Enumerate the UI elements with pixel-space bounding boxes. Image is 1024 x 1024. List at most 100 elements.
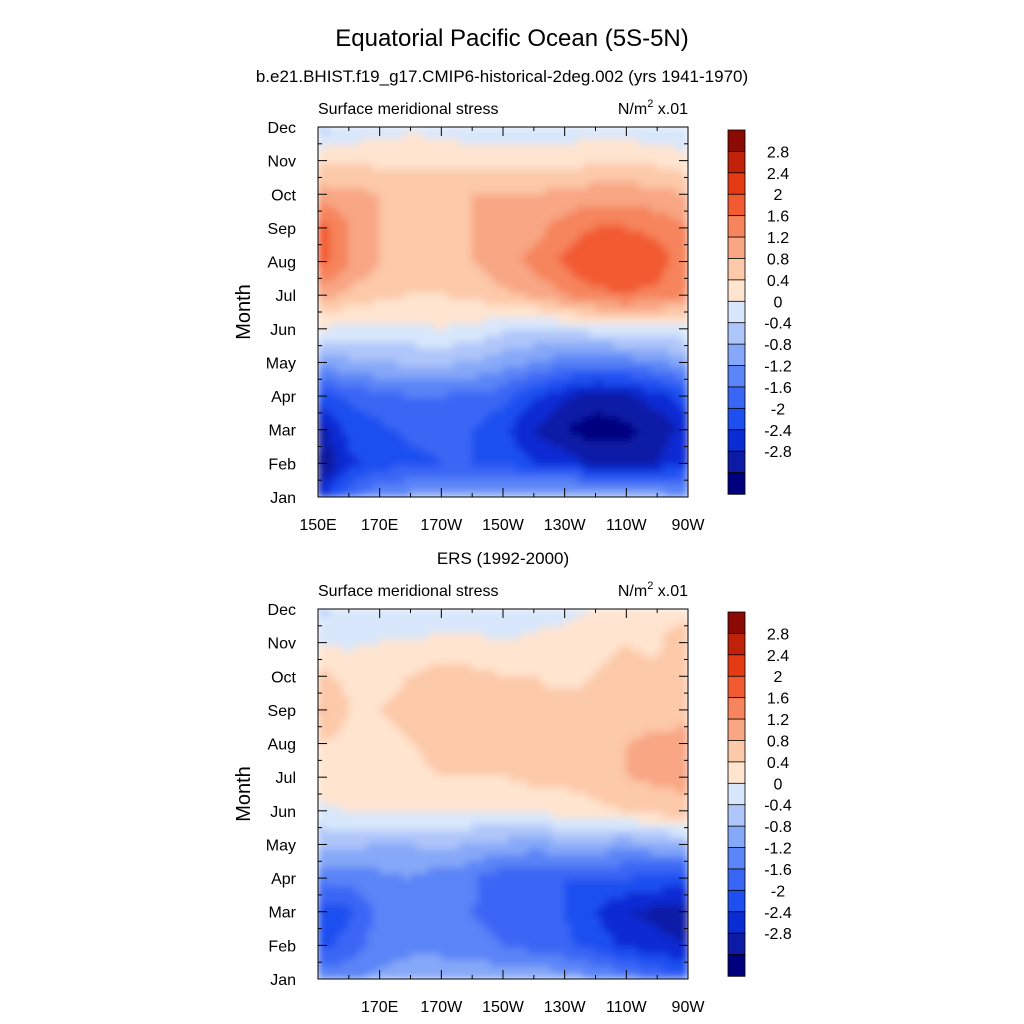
contour-cell <box>539 664 547 672</box>
contour-cell <box>496 132 504 140</box>
contour-cell <box>588 422 596 430</box>
contour-cell <box>521 188 529 196</box>
contour-cell <box>416 701 424 709</box>
contour-cell <box>403 286 411 294</box>
contour-cell <box>564 145 572 153</box>
contour-cell <box>681 293 688 301</box>
contour-cell <box>681 323 688 331</box>
contour-cell <box>644 249 652 257</box>
contour-cell <box>644 286 652 294</box>
contour-cell <box>539 163 547 171</box>
contour-cell <box>570 132 578 140</box>
contour-cell <box>551 627 559 635</box>
contour-cell <box>656 465 664 473</box>
contour-cell <box>422 688 430 696</box>
contour-cell <box>336 206 344 214</box>
contour-cell <box>644 367 652 375</box>
contour-cell <box>613 249 621 257</box>
contour-cell <box>323 243 331 251</box>
contour-cell <box>650 132 658 140</box>
contour-cell <box>366 688 374 696</box>
contour-cell <box>632 237 640 245</box>
contour-cell <box>385 342 393 350</box>
contour-cell <box>551 243 559 251</box>
contour-cell <box>459 725 467 733</box>
contour-cell <box>582 441 590 449</box>
contour-cell <box>318 701 325 709</box>
contour-cell <box>669 127 677 134</box>
contour-cell <box>422 145 430 153</box>
contour-cell <box>675 397 683 405</box>
contour-cell <box>447 719 455 727</box>
contour-cell <box>336 182 344 190</box>
contour-cell <box>644 422 652 430</box>
contour-cell <box>625 620 633 628</box>
contour-cell <box>471 676 479 684</box>
contour-cell <box>632 385 640 393</box>
contour-cell <box>558 645 566 653</box>
contour-cell <box>644 274 652 282</box>
contour-cell <box>348 639 356 647</box>
contour-cell <box>385 484 393 492</box>
contour-cell <box>564 633 572 641</box>
contour-cell <box>558 707 566 715</box>
contour-cell <box>434 465 442 473</box>
contour-cell <box>632 645 640 653</box>
contour-cell <box>348 484 356 492</box>
colorbar-label: 0 <box>774 294 783 311</box>
colorbar-label: 1.2 <box>767 230 789 247</box>
contour-cell <box>403 132 411 140</box>
contour-cell <box>484 249 492 257</box>
contour-cell <box>601 169 609 177</box>
contour-cell <box>675 471 683 479</box>
contour-cell <box>459 188 467 196</box>
contour-cell <box>527 404 535 412</box>
contour-cell <box>465 268 473 276</box>
contour-cell <box>342 212 350 220</box>
contour-cell <box>508 459 516 467</box>
contour-cell <box>336 194 344 202</box>
contour-cell <box>656 664 664 672</box>
contour-cell <box>496 731 504 739</box>
contour-cell <box>410 404 418 412</box>
contour-cell <box>613 138 621 146</box>
contour-cell <box>539 447 547 455</box>
contour-cell <box>632 719 640 727</box>
contour-cell <box>397 367 405 375</box>
contour-cell <box>601 163 609 171</box>
contour-cell <box>625 286 633 294</box>
contour-cell <box>613 299 621 307</box>
contour-cell <box>545 410 553 418</box>
contour-cell <box>681 434 688 442</box>
contour-cell <box>632 471 640 479</box>
contour-cell <box>397 305 405 313</box>
contour-cell <box>471 219 479 227</box>
contour-cell <box>447 157 455 165</box>
contour-cell <box>440 336 448 344</box>
contour-cell <box>669 163 677 171</box>
contour-cell <box>477 138 485 146</box>
contour-cell <box>582 169 590 177</box>
contour-cell <box>576 713 584 721</box>
contour-cell <box>681 256 688 264</box>
contour-cell <box>588 657 596 665</box>
contour-cell <box>459 342 467 350</box>
contour-cell <box>348 231 356 239</box>
contour-cell <box>595 342 603 350</box>
contour-cell <box>379 280 387 288</box>
contour-cell <box>527 256 535 264</box>
contour-cell <box>656 471 664 479</box>
units-label: N/m2 x.01 <box>618 98 688 118</box>
contour-cell <box>521 651 529 659</box>
contour-cell <box>323 738 331 746</box>
contour-cell <box>613 404 621 412</box>
contour-cell <box>496 627 504 635</box>
contour-cell <box>342 373 350 381</box>
contour-cell <box>459 434 467 442</box>
contour-cell <box>502 249 510 257</box>
contour-cell <box>545 305 553 313</box>
contour-cell <box>342 145 350 153</box>
contour-cell <box>625 317 633 325</box>
contour-cell <box>514 465 522 473</box>
contour-cell <box>434 434 442 442</box>
